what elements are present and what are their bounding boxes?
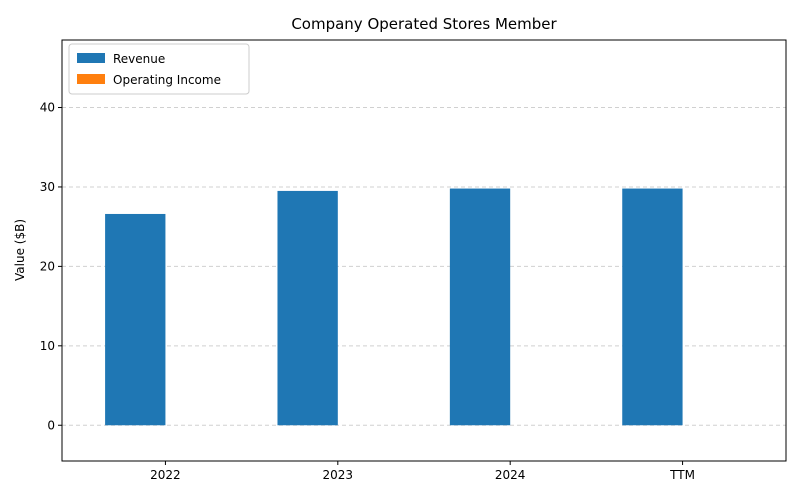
y-tick-label: 40 [40, 101, 55, 115]
bar-revenue [449, 188, 511, 426]
bar-revenue [277, 190, 338, 426]
legend-box [68, 43, 250, 95]
chart-title: Company Operated Stores Member [291, 15, 557, 33]
legend-label: Operating Income [113, 73, 221, 87]
x-tick-label: 2024 [495, 468, 526, 482]
y-axis: 0 10 20 30 40 [40, 101, 62, 432]
x-tick-label: 2022 [150, 468, 181, 482]
y-tick-label: 0 [47, 418, 55, 432]
legend: Revenue Operating Income [68, 43, 250, 95]
bar-revenue [105, 213, 166, 426]
plot-area-frame [61, 39, 787, 462]
legend-swatch [77, 74, 105, 84]
x-axis: 2022 2023 2024 TTM [150, 461, 695, 482]
legend-swatch [77, 53, 105, 63]
y-tick-label: 10 [40, 339, 55, 353]
y-tick-label: 20 [40, 259, 55, 273]
bar-revenue [622, 188, 683, 426]
x-tick-label: TTM [669, 468, 695, 482]
y-tick-label: 30 [40, 180, 55, 194]
bars [105, 188, 683, 426]
x-tick-label: 2023 [323, 468, 354, 482]
y-axis-label: Value ($B) [13, 219, 27, 281]
legend-label: Revenue [113, 52, 165, 66]
